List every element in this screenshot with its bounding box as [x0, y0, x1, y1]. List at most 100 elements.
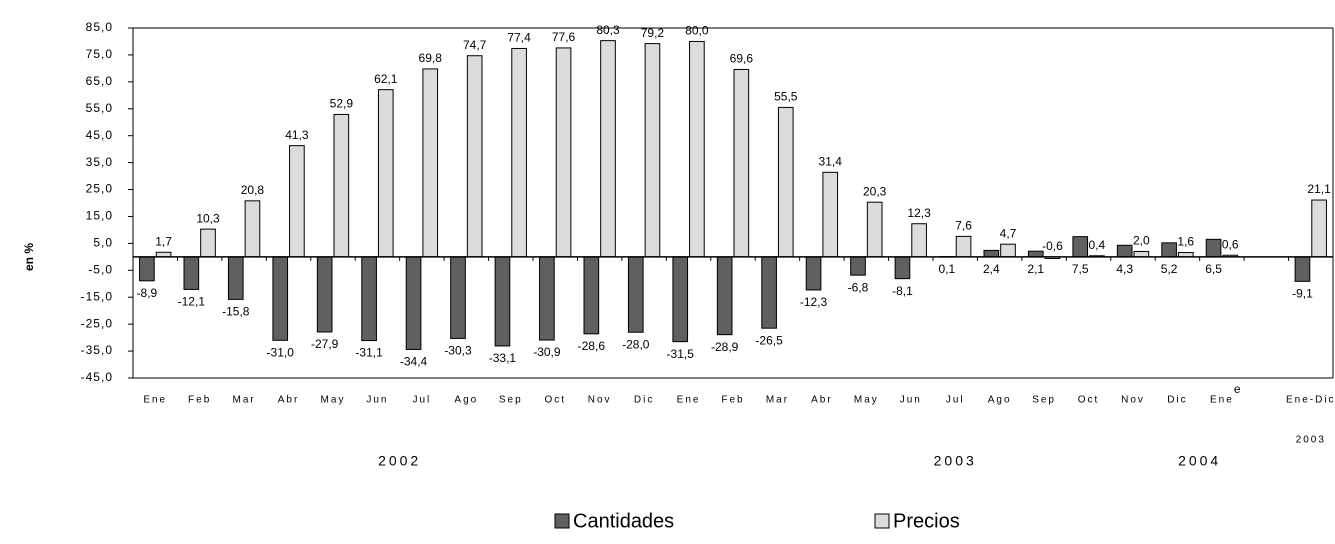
bar	[627, 256, 644, 333]
value-label: 4,3	[1116, 262, 1133, 276]
bar	[183, 256, 200, 290]
x-tick-label: Jun	[900, 395, 922, 406]
bar	[777, 106, 794, 258]
bar	[894, 256, 911, 280]
value-label: -12,1	[178, 295, 206, 309]
value-label: 2,0	[1133, 234, 1150, 248]
y-tick-label: -15,0	[81, 289, 113, 303]
value-label: 41,3	[285, 128, 309, 142]
legend-label: Cantidades	[573, 510, 674, 532]
value-label: 69,8	[419, 51, 443, 65]
value-label: -26,5	[755, 333, 783, 347]
bar	[689, 40, 705, 258]
value-label: 52,9	[330, 97, 354, 111]
x-tick-label: Ene	[1210, 395, 1234, 406]
x-tick-label: Oct	[1078, 395, 1100, 406]
x-tick-label: Nov	[1121, 395, 1145, 406]
value-label: -30,3	[444, 344, 472, 358]
bar	[361, 256, 377, 342]
bar	[555, 47, 572, 258]
value-label: 77,4	[507, 31, 531, 45]
bar	[1161, 242, 1177, 258]
value-label: -33,1	[489, 351, 517, 365]
x-tick-label: Mar	[232, 395, 255, 406]
y-tick-label: 35,0	[86, 155, 113, 169]
year-label: 2004	[1178, 453, 1221, 469]
bar	[716, 256, 733, 336]
value-label: -6,8	[848, 280, 869, 294]
y-tick-label: -25,0	[81, 316, 113, 330]
bar	[377, 89, 394, 258]
bar	[955, 235, 972, 258]
value-label: 0,6	[1222, 237, 1239, 251]
bar	[1072, 236, 1089, 258]
bar	[1000, 243, 1016, 258]
bar	[644, 43, 661, 258]
y-tick-label: 65,0	[86, 74, 113, 88]
bar	[672, 256, 689, 343]
bar	[1116, 244, 1133, 258]
bar	[805, 256, 822, 291]
bar	[494, 256, 511, 347]
legend-swatch	[874, 513, 890, 529]
value-label: -31,1	[355, 346, 383, 360]
value-label: -28,0	[622, 337, 650, 351]
bar	[539, 256, 555, 341]
x-tick-label: May	[321, 395, 346, 406]
x-tick-label: Jul	[412, 395, 431, 406]
value-label: 7,6	[955, 219, 972, 233]
value-label: 79,2	[641, 26, 665, 40]
value-label: -31,0	[267, 345, 295, 359]
x-tick-label: Mar	[766, 395, 789, 406]
bar	[761, 256, 777, 329]
bar	[272, 256, 289, 341]
bar	[1133, 250, 1150, 258]
x-tick-label: Sep	[499, 395, 523, 406]
bar	[1311, 199, 1327, 258]
x-tick-label: Ene-Dic	[1286, 395, 1335, 406]
x-tick-label: Sep	[1032, 395, 1056, 406]
bar	[200, 228, 216, 258]
x-tick-label: Dic	[634, 395, 654, 406]
value-label: 5,2	[1161, 262, 1178, 276]
year-label: 2002	[378, 453, 421, 469]
value-label: -34,4	[400, 355, 428, 369]
x-tick-label: Oct	[544, 395, 566, 406]
legend-label: Precios	[893, 510, 960, 532]
value-label: -8,9	[137, 286, 158, 300]
y-tick-label: 15,0	[86, 209, 113, 223]
bar	[333, 113, 350, 258]
value-label: -31,5	[667, 347, 695, 361]
x-tick-label: Dic	[1167, 395, 1187, 406]
x-tick-label: Jul	[946, 395, 965, 406]
bar	[289, 145, 305, 258]
bar	[450, 256, 466, 339]
bar	[866, 201, 883, 258]
y-tick-label: 25,0	[86, 182, 113, 196]
value-label: 55,5	[774, 90, 798, 104]
x-tick-label: Jun	[366, 395, 388, 406]
x-tick-label: Ene	[677, 395, 701, 406]
value-label: 12,3	[907, 206, 931, 220]
year-label: 2003	[1296, 435, 1326, 446]
bar	[600, 40, 616, 258]
bar	[822, 171, 839, 258]
category-note: e	[1234, 382, 1241, 396]
x-tick-label: Nov	[588, 395, 612, 406]
value-label: 31,4	[819, 154, 843, 168]
value-label: 10,3	[196, 211, 220, 225]
value-label: -12,3	[800, 295, 828, 309]
x-tick-label: Ago	[988, 395, 1012, 406]
bar	[139, 256, 155, 282]
y-tick-label: 5,0	[93, 236, 113, 250]
bar	[405, 256, 422, 350]
value-label: 80,3	[596, 23, 620, 37]
bar	[227, 256, 244, 300]
bar	[316, 256, 333, 333]
x-tick-label: May	[854, 395, 879, 406]
value-label: 0,4	[1089, 238, 1106, 252]
bar	[1027, 250, 1044, 258]
x-tick-label: Abr	[811, 395, 833, 406]
value-label: 21,1	[1307, 182, 1331, 196]
